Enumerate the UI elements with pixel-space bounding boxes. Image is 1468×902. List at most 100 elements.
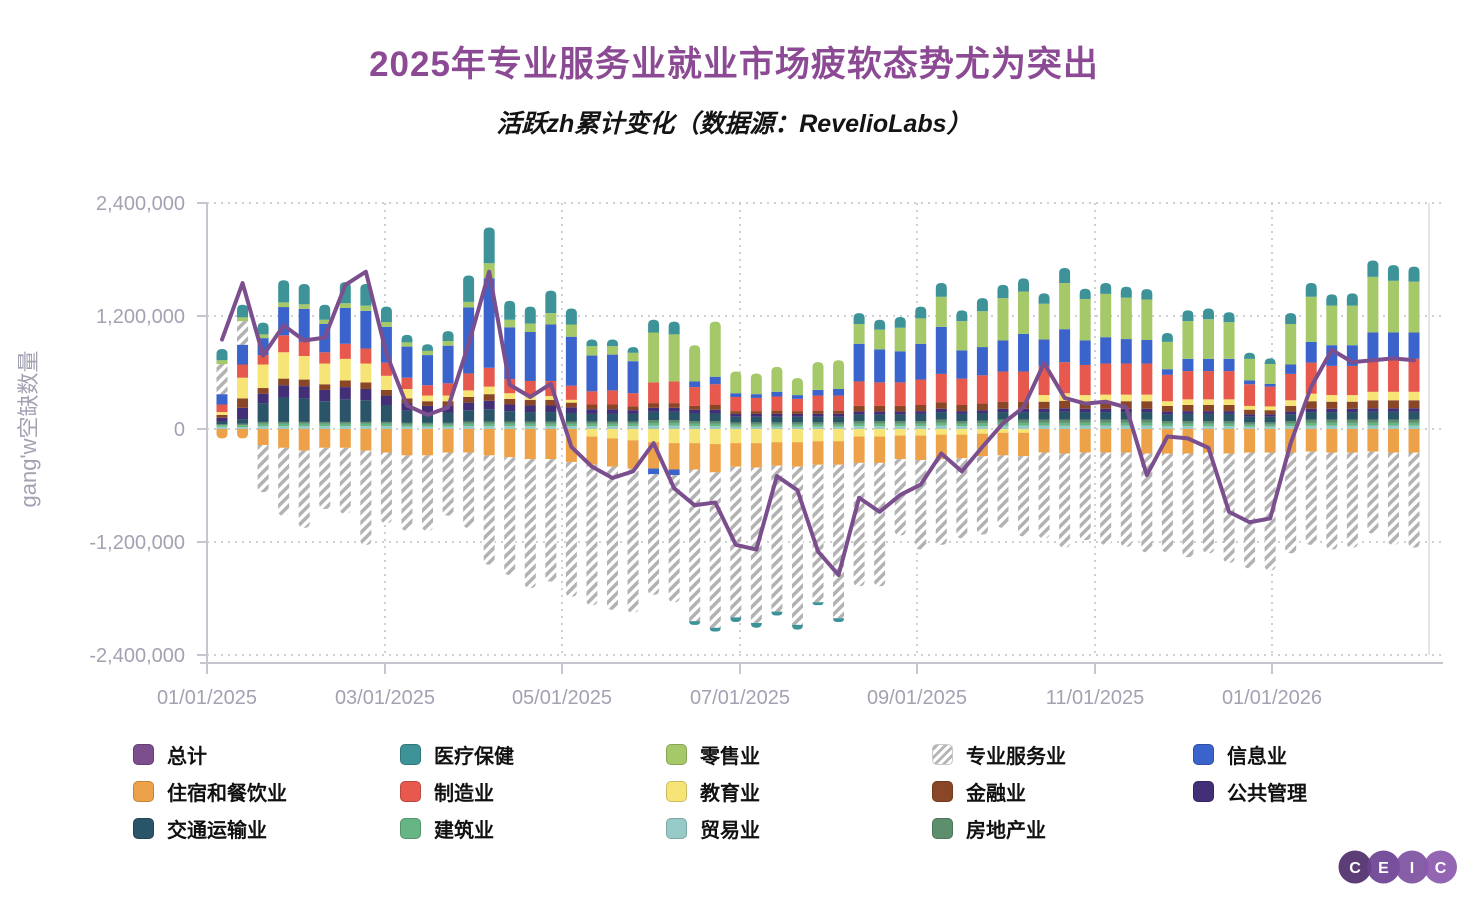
bar-week-33[interactable] (874, 319, 886, 587)
bar-week-12[interactable] (442, 331, 454, 516)
seg-金融业 (1264, 410, 1276, 415)
seg-公共管理 (1264, 414, 1276, 417)
bar-week-9[interactable] (380, 306, 392, 524)
seg-制造业 (339, 343, 351, 359)
bar-week-55[interactable] (1326, 294, 1338, 550)
seg-房地产业 (401, 422, 413, 425)
seg-医疗保健 (545, 290, 557, 314)
bar-week-3[interactable] (257, 322, 269, 493)
legend-item-信息业[interactable]: 信息业 (1193, 740, 1307, 769)
bar-week-1[interactable] (216, 348, 228, 439)
legend-item-住宿和餐饮业[interactable]: 住宿和餐饮业 (133, 777, 400, 806)
bar-week-31[interactable] (833, 360, 845, 623)
bar-week-22[interactable] (648, 319, 660, 595)
bar-week-25[interactable] (709, 321, 721, 632)
legend-item-交通运输业[interactable]: 交通运输业 (133, 814, 400, 843)
bar-week-50[interactable] (1223, 312, 1235, 563)
bar-week-38[interactable] (976, 298, 988, 535)
bar-week-40[interactable] (1018, 278, 1030, 537)
bar-week-17[interactable] (545, 290, 557, 582)
bar-week-23[interactable] (668, 321, 680, 603)
bar-week-35[interactable] (915, 306, 927, 550)
bar-week-15[interactable] (504, 300, 516, 575)
bar-week-13[interactable] (463, 275, 475, 528)
bar-week-4[interactable] (278, 280, 290, 516)
bar-week-56[interactable] (1346, 293, 1358, 548)
legend-item-制造业[interactable]: 制造业 (400, 777, 666, 806)
bar-week-34[interactable] (894, 316, 906, 536)
seg-专业服务业 (812, 464, 824, 603)
seg-住宿和餐饮业 (1038, 429, 1050, 453)
bar-week-2[interactable] (237, 304, 249, 439)
legend-item-金融业[interactable]: 金融业 (932, 777, 1193, 806)
bar-week-47[interactable] (1161, 332, 1173, 553)
seg-专业服务业 (1141, 453, 1153, 553)
seg-信息业 (1161, 369, 1173, 375)
bar-week-37[interactable] (956, 310, 968, 539)
bar-week-54[interactable] (1305, 283, 1317, 545)
seg-住宿和餐饮业 (750, 443, 762, 468)
bar-week-44[interactable] (1100, 283, 1112, 545)
bar-week-36[interactable] (935, 283, 947, 545)
seg-信息业 (380, 326, 392, 363)
bar-week-28[interactable] (771, 366, 783, 616)
bar-week-45[interactable] (1120, 286, 1132, 547)
bar-week-30[interactable] (812, 362, 824, 606)
bar-week-8[interactable] (360, 283, 372, 545)
seg-制造业 (1059, 362, 1071, 394)
bar-week-39[interactable] (997, 284, 1009, 528)
seg-金融业 (853, 405, 865, 412)
bar-week-29[interactable] (791, 378, 803, 630)
seg-交通运输业 (1202, 413, 1214, 421)
bar-week-52[interactable] (1264, 358, 1276, 571)
legend-item-专业服务业[interactable]: 专业服务业 (932, 740, 1193, 769)
legend-item-贸易业[interactable]: 贸易业 (666, 814, 932, 843)
bar-week-41[interactable] (1038, 293, 1050, 539)
bar-week-49[interactable] (1202, 308, 1214, 554)
seg-医疗保健 (853, 313, 865, 325)
total-line[interactable] (220, 269, 1416, 577)
legend-item-教育业[interactable]: 教育业 (666, 777, 932, 806)
seg-交通运输业 (319, 401, 331, 422)
seg-贸易业 (442, 426, 454, 429)
bar-week-7[interactable] (339, 282, 351, 514)
seg-专业服务业 (339, 447, 351, 514)
bar-week-10[interactable] (401, 334, 413, 531)
bar-week-57[interactable] (1367, 260, 1379, 534)
seg-教育业 (401, 388, 413, 399)
seg-制造业 (278, 335, 290, 353)
seg-教育业 (1018, 429, 1030, 433)
seg-信息业 (915, 343, 927, 380)
legend-item-公共管理[interactable]: 公共管理 (1193, 777, 1307, 806)
seg-房地产业 (1387, 419, 1399, 423)
legend-item-医疗保健[interactable]: 医疗保健 (400, 740, 666, 769)
bar-week-20[interactable] (606, 339, 618, 610)
bar-week-21[interactable] (627, 347, 639, 613)
bar-week-43[interactable] (1079, 288, 1091, 541)
bar-week-58[interactable] (1387, 265, 1399, 545)
bar-week-24[interactable] (689, 345, 701, 625)
legend-item-建筑业[interactable]: 建筑业 (400, 814, 666, 843)
bar-week-18[interactable] (565, 308, 577, 597)
bar-week-59[interactable] (1408, 266, 1420, 548)
bar-week-51[interactable] (1244, 352, 1256, 569)
seg-医疗保健 (1346, 293, 1358, 306)
legend-item-房地产业[interactable]: 房地产业 (932, 814, 1193, 843)
bar-week-11[interactable] (422, 344, 434, 531)
seg-制造业 (1018, 371, 1030, 402)
seg-医疗保健 (668, 321, 680, 335)
bar-week-42[interactable] (1059, 267, 1071, 548)
bar-week-32[interactable] (853, 313, 865, 587)
bar-week-26[interactable] (730, 371, 742, 623)
seg-专业服务业 (668, 475, 680, 603)
bar-week-46[interactable] (1141, 289, 1153, 553)
legend-item-零售业[interactable]: 零售业 (666, 740, 932, 769)
legend-item-总计[interactable]: 总计 (133, 740, 400, 769)
bar-week-27[interactable] (750, 373, 762, 628)
seg-公共管理 (935, 408, 947, 413)
bar-week-16[interactable] (524, 306, 536, 589)
bar-week-19[interactable] (586, 339, 598, 606)
bar-week-5[interactable] (298, 283, 310, 528)
bar-week-48[interactable] (1182, 310, 1194, 558)
seg-教育业 (791, 429, 803, 443)
